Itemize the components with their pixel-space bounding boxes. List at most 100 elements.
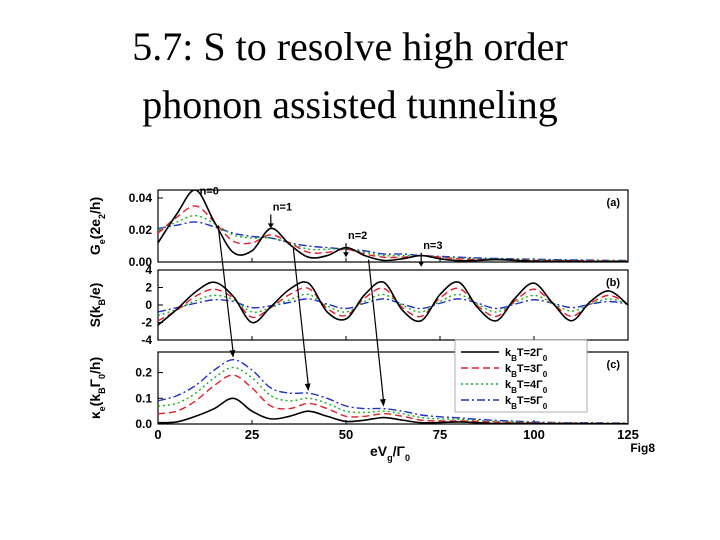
label-part: /h) — [87, 197, 103, 214]
label-part: 2 — [97, 214, 107, 219]
legend-entry: kBT=3Γ0 — [505, 363, 548, 379]
connector-line — [217, 225, 234, 353]
x-tick-label: 125 — [617, 427, 639, 442]
label-part: S(k — [87, 305, 103, 327]
panel-b: 4 2 0 -2 -4 S(kB/e) (b) — [87, 263, 629, 347]
label-part: k — [505, 363, 512, 375]
series-line-dotted — [158, 366, 628, 424]
annotation-arrowhead — [267, 223, 274, 229]
figure-caption: Fig8 — [630, 441, 655, 455]
y-tick-label: 0.00 — [129, 255, 153, 269]
y-axis-label: Ge(2e2/h) — [87, 197, 107, 255]
x-tick-label: 25 — [245, 427, 259, 442]
y-tick-label: -4 — [141, 333, 152, 347]
series-group — [158, 280, 628, 326]
label-part: B — [511, 386, 517, 395]
panel-frame — [157, 189, 629, 263]
label-part: /h) — [87, 357, 103, 374]
y-tick-label: 0.2 — [135, 366, 152, 380]
series-line-solid — [158, 280, 628, 326]
panel-a: 0.04 0.02 0.00 Ge(2e2/h) (a) n=0 n=1 n=2 n=3 — [87, 185, 629, 269]
label-part: eV — [370, 443, 388, 459]
series-line-solid — [158, 397, 628, 424]
label-part: T=5Γ — [517, 395, 543, 407]
series-line-dashdot — [158, 359, 628, 424]
y-tick-label: 0.0 — [135, 417, 152, 431]
series-line-dashed — [158, 205, 628, 262]
series-group — [158, 359, 628, 424]
slide-title: 5.7: S to resolve high order phonon assi… — [60, 18, 640, 134]
legend-entry: kBT=4Γ0 — [505, 379, 548, 395]
label-part: e — [97, 239, 107, 244]
label-part: κ — [87, 411, 103, 419]
annotation-arrowhead — [343, 252, 349, 258]
connector-arrowhead — [229, 349, 236, 358]
legend-entry: kBT=2Γ0 — [505, 347, 548, 363]
label-part: /e) — [87, 283, 103, 299]
series-group — [158, 190, 628, 262]
panel-label: (a) — [607, 197, 621, 209]
y-tick-label: 0.02 — [129, 223, 153, 237]
panel-label: (b) — [606, 277, 620, 289]
label-part: 0 — [543, 354, 548, 363]
x-axis-label: eVg/Γ0 — [370, 443, 410, 463]
series-line-solid — [158, 190, 628, 262]
label-part: 0 — [543, 370, 548, 379]
y-tick-label: 0 — [145, 298, 152, 312]
label-part: g — [387, 453, 393, 463]
legend-entry: kBT=5Γ0 — [505, 395, 548, 411]
label-part: k — [505, 395, 512, 407]
label-part: k — [505, 347, 512, 359]
x-tick-label: 75 — [433, 427, 447, 442]
label-part: 0 — [543, 402, 548, 411]
label-part: e — [97, 406, 107, 411]
y-tick-label: 0.04 — [129, 191, 153, 205]
x-tick-label: 100 — [523, 427, 545, 442]
panel-frame — [157, 351, 629, 425]
label-part: B — [97, 387, 107, 394]
peak-annotation: n=2 — [348, 230, 367, 242]
series-line-dashdot — [158, 221, 628, 262]
peak-annotation: n=0 — [200, 185, 219, 197]
label-part: (k — [87, 394, 103, 407]
panel-label: (c) — [607, 359, 621, 371]
y-tick-label: -2 — [141, 316, 152, 330]
connector-line — [292, 248, 309, 387]
y-tick-label: 4 — [145, 263, 152, 277]
peak-connector-arrows — [217, 225, 386, 407]
label-part: T=4Γ — [517, 379, 543, 391]
series-line-dotted — [158, 214, 628, 262]
x-tick-label: 50 — [339, 427, 353, 442]
connector-arrowhead — [304, 383, 311, 392]
annotation-arrowhead — [418, 261, 425, 267]
connector-arrowhead — [379, 398, 386, 407]
label-part: /Γ — [393, 443, 406, 459]
label-part: T=3Γ — [517, 363, 543, 375]
y-tick-label: 2 — [145, 281, 152, 295]
label-part: Γ — [87, 378, 103, 387]
y-tick-label: 0.1 — [135, 391, 152, 405]
label-part: B — [511, 354, 517, 363]
label-part: G — [87, 244, 103, 255]
connector-line — [367, 259, 385, 402]
label-part: 0 — [97, 374, 107, 379]
label-part: 0 — [543, 386, 548, 395]
y-axis-label: κe(kBΓ0/h) — [87, 357, 107, 419]
label-part: (2e — [87, 219, 103, 239]
peak-annotation: n=3 — [423, 240, 442, 252]
label-part: T=2Γ — [517, 347, 543, 359]
y-axis-label: S(kB/e) — [87, 283, 107, 328]
label-part: B — [511, 402, 517, 411]
label-part: 0 — [405, 453, 410, 463]
slide-title-line-2: phonon assisted tunneling — [142, 82, 558, 127]
label-part: B — [97, 299, 107, 306]
slide-title-line-1: 5.7: S to resolve high order — [132, 24, 568, 69]
label-part: k — [505, 379, 512, 391]
peak-annotation: n=1 — [273, 201, 292, 213]
x-tick-label: 0 — [154, 427, 161, 442]
label-part: B — [511, 370, 517, 379]
